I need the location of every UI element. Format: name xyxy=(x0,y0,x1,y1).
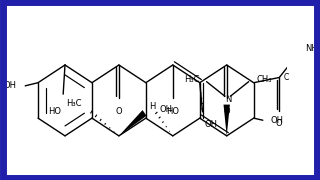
Text: OH: OH xyxy=(159,105,172,114)
Text: O: O xyxy=(276,119,283,128)
Text: H₃C: H₃C xyxy=(66,99,81,108)
Text: OH: OH xyxy=(204,120,217,129)
Text: OH: OH xyxy=(3,81,16,90)
Text: O: O xyxy=(223,107,230,116)
Text: H: H xyxy=(149,102,156,111)
Text: CH₃: CH₃ xyxy=(256,75,271,84)
Polygon shape xyxy=(223,105,230,136)
Text: N: N xyxy=(225,95,232,104)
Text: C: C xyxy=(284,73,289,82)
Text: OH: OH xyxy=(270,116,283,125)
Text: HO: HO xyxy=(166,107,179,116)
Text: O: O xyxy=(116,107,122,116)
Text: HO: HO xyxy=(48,107,61,116)
Text: NH₂: NH₂ xyxy=(305,44,320,53)
Text: H₃C: H₃C xyxy=(184,75,199,84)
Polygon shape xyxy=(119,110,147,136)
